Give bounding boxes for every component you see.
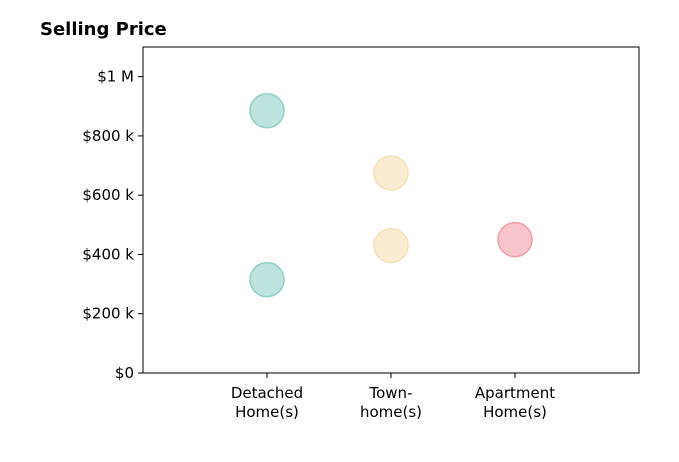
y-tick-label: $600 k — [82, 186, 134, 204]
data-point-townhome — [373, 227, 409, 264]
chart-title: Selling Price — [40, 19, 167, 40]
plot-frame — [142, 46, 640, 374]
y-tick-label: $400 k — [82, 245, 134, 263]
y-tick-label: $800 k — [82, 127, 134, 145]
data-point-detached — [249, 92, 285, 129]
data-point-apartment — [497, 221, 533, 258]
x-tick-label: Home(s) — [483, 403, 547, 421]
x-tick-label: Detached — [231, 384, 303, 402]
x-tick-label: Home(s) — [235, 403, 299, 421]
y-tick-label: $200 k — [82, 305, 134, 323]
x-tick-label: Town- — [369, 384, 413, 402]
y-tick-label: $0 — [115, 364, 134, 382]
data-point-townhome — [373, 155, 409, 191]
x-tick-label: home(s) — [360, 403, 422, 421]
plot-area: $0$200 k$400 k$600 k$800 k$1 MDetachedHo… — [82, 46, 640, 421]
y-tick-label: $1 M — [97, 68, 134, 86]
data-point-detached — [249, 261, 285, 298]
x-tick-label: Apartment — [475, 384, 555, 402]
